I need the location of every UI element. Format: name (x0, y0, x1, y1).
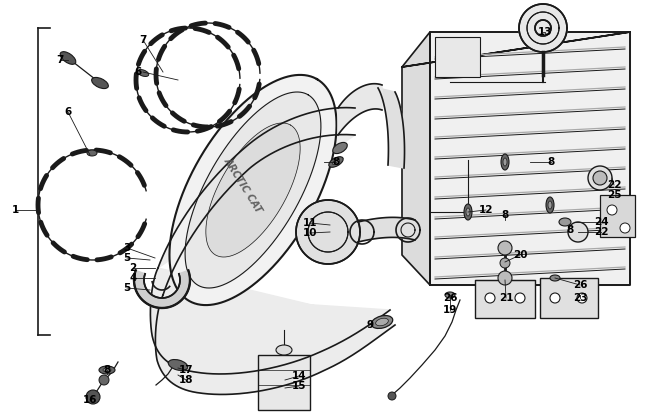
Circle shape (515, 293, 525, 303)
Polygon shape (206, 123, 300, 257)
Text: 18: 18 (179, 375, 193, 385)
Circle shape (620, 223, 630, 233)
Ellipse shape (333, 142, 347, 154)
Text: 7: 7 (57, 55, 64, 65)
Ellipse shape (87, 150, 97, 156)
Ellipse shape (501, 154, 509, 170)
Text: 3: 3 (124, 243, 131, 253)
Circle shape (568, 222, 588, 242)
Ellipse shape (137, 70, 149, 76)
Circle shape (86, 390, 100, 404)
Bar (435, 37, 480, 77)
Text: 13: 13 (538, 27, 552, 37)
Text: 8: 8 (547, 157, 554, 167)
Text: 5: 5 (124, 253, 131, 263)
Ellipse shape (445, 292, 455, 298)
Ellipse shape (60, 51, 76, 64)
Circle shape (588, 166, 612, 190)
Text: 16: 16 (83, 395, 98, 405)
Ellipse shape (548, 201, 552, 209)
Ellipse shape (376, 318, 388, 326)
Text: 5: 5 (124, 283, 131, 293)
Text: 26: 26 (443, 293, 457, 303)
Polygon shape (170, 75, 337, 305)
Ellipse shape (559, 218, 571, 226)
Text: 20: 20 (513, 250, 527, 260)
Text: 24: 24 (593, 217, 608, 227)
Ellipse shape (103, 368, 111, 372)
Ellipse shape (550, 275, 560, 281)
Text: 8: 8 (566, 225, 573, 235)
Ellipse shape (276, 345, 292, 355)
Ellipse shape (329, 157, 343, 167)
Circle shape (388, 392, 396, 400)
Text: 19: 19 (443, 305, 457, 315)
Polygon shape (150, 268, 395, 394)
Bar (475, 280, 535, 318)
Circle shape (99, 375, 109, 385)
Text: 15: 15 (292, 381, 306, 391)
Text: 1: 1 (12, 205, 19, 215)
Bar (540, 278, 598, 318)
Text: 21: 21 (499, 293, 514, 303)
Ellipse shape (168, 359, 188, 371)
Ellipse shape (503, 158, 507, 166)
Text: 17: 17 (179, 365, 193, 375)
Polygon shape (402, 32, 630, 67)
Text: 8: 8 (103, 365, 111, 375)
Polygon shape (185, 92, 321, 288)
Circle shape (550, 293, 560, 303)
Polygon shape (430, 32, 630, 285)
Text: 6: 6 (135, 67, 142, 77)
Circle shape (593, 171, 607, 185)
Text: 2: 2 (129, 263, 136, 273)
Ellipse shape (464, 204, 472, 220)
Text: 8: 8 (332, 157, 339, 167)
Circle shape (498, 271, 512, 285)
Polygon shape (158, 107, 355, 295)
Ellipse shape (546, 197, 554, 213)
Text: ARCTIC CAT: ARCTIC CAT (222, 156, 264, 215)
Ellipse shape (99, 366, 115, 374)
Text: 4: 4 (129, 273, 136, 283)
Ellipse shape (466, 208, 470, 216)
Text: 12: 12 (479, 205, 493, 215)
Bar (258, 355, 310, 410)
Circle shape (498, 241, 512, 255)
Text: 10: 10 (303, 228, 317, 238)
Polygon shape (296, 200, 360, 264)
Circle shape (485, 293, 495, 303)
Text: 11: 11 (303, 218, 317, 228)
Polygon shape (134, 271, 190, 308)
Text: 14: 14 (292, 371, 306, 381)
Circle shape (500, 258, 510, 268)
Circle shape (577, 293, 587, 303)
Polygon shape (378, 88, 404, 168)
Text: 9: 9 (367, 320, 374, 330)
Text: 8: 8 (501, 210, 508, 220)
Ellipse shape (92, 78, 109, 88)
Polygon shape (338, 84, 382, 135)
Polygon shape (402, 32, 430, 285)
Polygon shape (358, 217, 415, 242)
Text: 22: 22 (593, 227, 608, 237)
Bar (600, 195, 635, 237)
Text: 7: 7 (139, 35, 147, 45)
Ellipse shape (371, 315, 393, 328)
Text: 26: 26 (573, 280, 587, 290)
Polygon shape (519, 4, 567, 52)
Text: 23: 23 (573, 293, 587, 303)
Text: 25: 25 (606, 190, 621, 200)
Circle shape (607, 205, 617, 215)
Text: 22: 22 (606, 180, 621, 190)
Ellipse shape (332, 159, 339, 165)
Text: 6: 6 (64, 107, 72, 117)
